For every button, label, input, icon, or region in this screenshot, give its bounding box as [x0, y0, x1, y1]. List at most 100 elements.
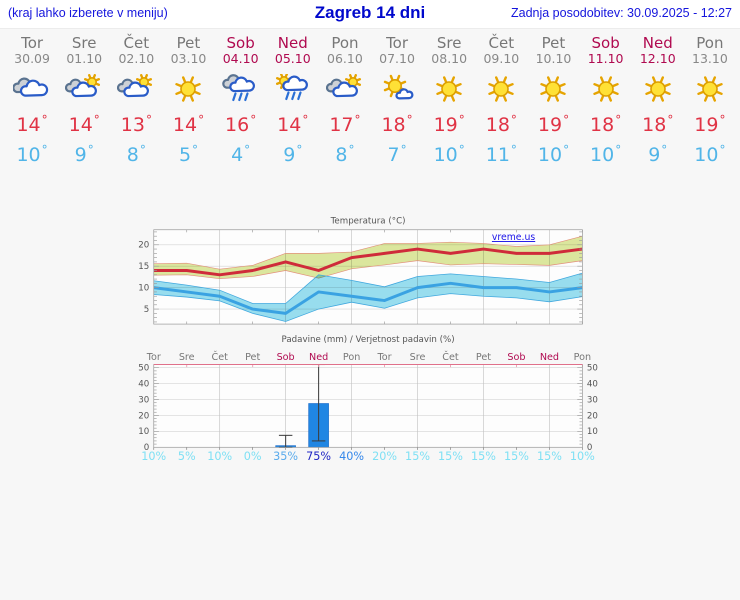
- day-date-label: 05.10: [274, 50, 311, 66]
- degree-symbol: °: [719, 112, 726, 127]
- day-name-label: Ned: [642, 34, 673, 52]
- day-date-label: 07.10: [379, 50, 415, 66]
- precip-probability-label: 15%: [504, 450, 529, 463]
- precip-day-label: Pon: [343, 352, 360, 363]
- max-temp-value: 16°: [225, 112, 257, 136]
- min-temp-value: 10°: [590, 142, 622, 166]
- day-name-label: Sob: [226, 34, 255, 52]
- precip-probability-label: 15%: [537, 450, 562, 463]
- precip-probability-label: 10%: [141, 450, 166, 463]
- day-column: Tor 30.09 14° 10°: [6, 31, 58, 166]
- sunny-icon: [697, 76, 723, 102]
- degree-symbol: °: [719, 142, 726, 157]
- day-date-label: 04.10: [222, 50, 259, 66]
- degree-symbol: °: [510, 142, 517, 157]
- precip-y-tick-label-right: 10: [587, 427, 598, 437]
- day-column: Pon 13.10 19° 10°: [684, 31, 736, 166]
- sun-cloud-icon: [65, 73, 101, 98]
- max-temp-value: 18°: [485, 112, 517, 136]
- min-temp-value: 10°: [16, 142, 48, 166]
- min-temp-value: 5°: [178, 142, 199, 166]
- sunny-icon: [540, 76, 567, 102]
- precip-day-label: Tor: [377, 352, 392, 363]
- day-column: Čet 09.10 18° 11°: [475, 31, 527, 166]
- precip-day-label: Tor: [146, 352, 161, 363]
- precip-chart-grid: [153, 364, 583, 448]
- charts-area: Temperatura (°C) 5 10 15 20 vreme.us Padavine …: [138, 216, 598, 463]
- precip-day-label: Čet: [212, 350, 229, 363]
- day-name-label: Ned: [277, 34, 308, 52]
- precip-probability-label: 75%: [306, 450, 331, 463]
- degree-symbol: °: [563, 112, 570, 127]
- degree-symbol: °: [145, 112, 152, 127]
- precip-probability-label: 15%: [405, 450, 430, 463]
- day-name-label: Pet: [176, 34, 201, 52]
- precip-y-tick-label-right: 20: [587, 411, 598, 421]
- degree-symbol: °: [458, 112, 465, 127]
- precip-probability-label: 35%: [273, 450, 298, 463]
- day-column: Tor 07.10 18° 7°: [371, 31, 423, 166]
- precip-probability-label: 40%: [339, 450, 364, 463]
- forecast-day-strip: Tor 30.09 14° 10° Sre 01.10 14° 9° Čet 0…: [6, 31, 736, 166]
- day-name-label: Čet: [488, 34, 515, 52]
- max-temp-value: 13°: [120, 112, 152, 136]
- max-temp-value: 18°: [642, 112, 674, 136]
- precip-probability-label: 10%: [207, 450, 232, 463]
- max-temp-value: 18°: [381, 112, 413, 136]
- sunny-icon: [645, 76, 671, 102]
- watermark-link[interactable]: vreme.us: [492, 232, 535, 243]
- precip-probability-label: 5%: [178, 450, 196, 463]
- day-date-label: 12.10: [639, 50, 676, 66]
- day-column: Čet 02.10 13° 8°: [110, 31, 162, 166]
- degree-symbol: °: [139, 142, 146, 157]
- max-temp-value: 14°: [172, 112, 205, 136]
- precip-probability-label: 10%: [570, 450, 595, 463]
- day-column: Pon 06.10 17° 8°: [319, 31, 371, 166]
- day-date-label: 30.09: [14, 50, 50, 66]
- degree-symbol: °: [667, 112, 674, 127]
- min-temp-value: 11°: [485, 142, 517, 166]
- day-name-label: Sre: [71, 34, 97, 52]
- cloudy-icon: [13, 77, 49, 97]
- min-temp-value: 10°: [537, 142, 570, 166]
- max-temp-value: 14°: [16, 112, 48, 136]
- min-temp-value: 10°: [694, 142, 726, 166]
- day-date-label: 01.10: [66, 50, 103, 66]
- precip-probability-label: 0%: [244, 450, 262, 463]
- degree-symbol: °: [400, 142, 407, 157]
- last-updated-label: Zadnja posodobitev: 30.09.2025 - 12:27: [510, 6, 732, 20]
- sun-small-cloud-icon: [383, 74, 414, 100]
- day-name-label: Sob: [591, 34, 620, 52]
- day-column: Ned 05.10 14° 9°: [267, 31, 319, 166]
- max-temp-value: 19°: [694, 112, 726, 136]
- degree-symbol: °: [192, 142, 199, 157]
- min-temp-value: 10°: [433, 142, 465, 166]
- degree-symbol: °: [615, 142, 622, 157]
- min-temp-value: 7°: [387, 142, 407, 166]
- temp-y-tick-label: 10: [138, 284, 149, 294]
- sun-rain-icon: [275, 73, 308, 100]
- day-name-label: Tor: [386, 34, 409, 52]
- degree-symbol: °: [41, 112, 48, 127]
- degree-symbol: °: [563, 142, 570, 157]
- day-column: Pet 03.10 14° 5°: [162, 31, 214, 166]
- precip-y-tick-label-left: 50: [138, 364, 149, 374]
- temp-y-tick-label: 15: [138, 262, 149, 272]
- degree-symbol: °: [661, 142, 668, 157]
- degree-symbol: °: [615, 112, 622, 127]
- day-date-label: 08.10: [431, 50, 468, 66]
- sunny-icon: [592, 76, 619, 102]
- page-title: Zagreb 14 dni: [314, 3, 426, 22]
- degree-symbol: °: [406, 112, 413, 127]
- precip-y-tick-label-right: 0: [587, 443, 593, 453]
- precip-day-label: Sre: [179, 352, 195, 363]
- precip-probability-label: 15%: [438, 450, 463, 463]
- day-column: Pet 10.10 19° 10°: [527, 31, 579, 166]
- precip-y-tick-label-right: 50: [587, 364, 598, 374]
- min-temp-line: [153, 281, 583, 315]
- day-column: Ned 12.10 18° 9°: [632, 31, 684, 166]
- temp-y-tick-label: 20: [138, 241, 149, 251]
- degree-symbol: °: [87, 142, 94, 157]
- degree-symbol: °: [302, 112, 309, 127]
- precip-day-label: Pet: [245, 352, 260, 363]
